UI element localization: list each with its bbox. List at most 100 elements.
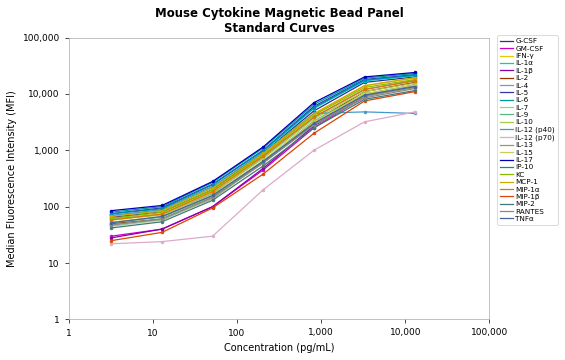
Line: GM-CSF: GM-CSF	[111, 86, 415, 236]
IL-2	[361, 89, 368, 94]
MCP-1	[311, 112, 318, 116]
IL-9	[209, 194, 216, 198]
MIP-2	[361, 97, 368, 102]
RANTES	[311, 123, 318, 127]
MIP-2	[260, 164, 267, 168]
GM-CSF	[311, 126, 318, 130]
Line: KC: KC	[111, 80, 415, 219]
Line: MIP-1α: MIP-1α	[111, 81, 415, 220]
IL-13	[260, 161, 267, 165]
TNFα	[361, 93, 368, 97]
MIP-1β	[412, 89, 419, 94]
IP-10	[209, 183, 216, 187]
IL-1α	[159, 208, 166, 213]
MIP-1α	[361, 87, 368, 91]
IL-10	[159, 212, 166, 217]
IL-1β	[412, 83, 419, 87]
MIP-2	[108, 226, 115, 230]
MIP-1β	[311, 131, 318, 135]
MIP-2	[412, 88, 419, 93]
IL-17	[159, 203, 166, 208]
RANTES	[260, 161, 267, 165]
IL-12 (p40)	[159, 208, 166, 212]
IL-9	[311, 119, 318, 123]
Line: TNFα: TNFα	[111, 86, 415, 223]
G-CSF	[260, 151, 267, 155]
Line: IL-5: IL-5	[111, 75, 415, 214]
IL-12 (p70)	[209, 234, 216, 238]
IL-4	[260, 155, 267, 159]
IL-7	[159, 218, 166, 222]
IL-1α	[108, 213, 115, 217]
IL-5	[361, 77, 368, 82]
IFN-γ	[108, 217, 115, 221]
Y-axis label: Median Fluorescence Intensity (MFI): Median Fluorescence Intensity (MFI)	[7, 90, 17, 267]
IL-10	[260, 156, 267, 161]
MCP-1	[108, 214, 115, 219]
Line: IL-10: IL-10	[111, 83, 415, 220]
IL-1α	[311, 106, 318, 111]
KC	[209, 188, 216, 192]
IL-12 (p70)	[311, 148, 318, 152]
IL-2	[311, 120, 318, 124]
IL-1α	[361, 79, 368, 83]
MIP-1α	[260, 154, 267, 158]
KC	[361, 85, 368, 90]
IL-6	[260, 146, 267, 150]
MIP-1α	[209, 189, 216, 194]
IL-13	[159, 217, 166, 221]
Line: IP-10: IP-10	[111, 75, 415, 214]
MIP-2	[159, 220, 166, 224]
IL-13	[361, 94, 368, 99]
IL-6	[159, 204, 166, 209]
IL-12 (p70)	[159, 239, 166, 244]
IL-12 (p70)	[361, 120, 368, 124]
IL-4	[108, 217, 115, 221]
RANTES	[209, 195, 216, 199]
X-axis label: Concentration (pg/mL): Concentration (pg/mL)	[224, 343, 334, 353]
TNFα	[311, 121, 318, 126]
IL-15	[412, 83, 419, 87]
KC	[412, 77, 419, 82]
IL-10	[412, 81, 419, 85]
IL-6	[361, 76, 368, 80]
Title: Mouse Cytokine Magnetic Bead Panel
Standard Curves: Mouse Cytokine Magnetic Bead Panel Stand…	[155, 7, 403, 35]
G-CSF	[209, 188, 216, 192]
IFN-γ	[311, 111, 318, 116]
MCP-1	[361, 84, 368, 88]
IL-9	[108, 221, 115, 225]
TNFα	[260, 159, 267, 163]
RANTES	[361, 96, 368, 100]
IL-4	[209, 192, 216, 196]
Line: IL-13: IL-13	[111, 87, 415, 225]
MIP-2	[311, 126, 318, 130]
IL-4	[159, 212, 166, 217]
GM-CSF	[209, 204, 216, 209]
G-CSF	[311, 109, 318, 113]
Line: MIP-1β: MIP-1β	[111, 91, 415, 240]
MIP-1β	[260, 172, 267, 176]
IL-7	[260, 161, 267, 165]
IL-12 (p40)	[361, 110, 368, 114]
Line: IL-7: IL-7	[111, 86, 415, 226]
IL-12 (p70)	[412, 110, 419, 114]
Legend: G-CSF, GM-CSF, IFN-γ, IL-1α, IL-1β, IL-2, IL-4, IL-5, IL-6, IL-7, IL-9, IL-10, I: G-CSF, GM-CSF, IFN-γ, IL-1α, IL-1β, IL-2…	[497, 36, 558, 225]
Line: G-CSF: G-CSF	[111, 77, 415, 217]
IL-4	[311, 116, 318, 120]
GM-CSF	[260, 168, 267, 172]
IL-15	[108, 220, 115, 224]
KC	[260, 152, 267, 157]
IL-1β	[311, 124, 318, 128]
IL-13	[108, 222, 115, 227]
IL-17	[361, 75, 368, 79]
IL-1α	[260, 149, 267, 154]
IL-7	[412, 84, 419, 89]
RANTES	[159, 217, 166, 221]
MIP-1β	[209, 206, 216, 210]
IL-10	[311, 117, 318, 121]
IL-1α	[209, 185, 216, 189]
IL-17	[311, 100, 318, 105]
KC	[159, 210, 166, 214]
IL-7	[361, 93, 368, 97]
RANTES	[412, 86, 419, 91]
